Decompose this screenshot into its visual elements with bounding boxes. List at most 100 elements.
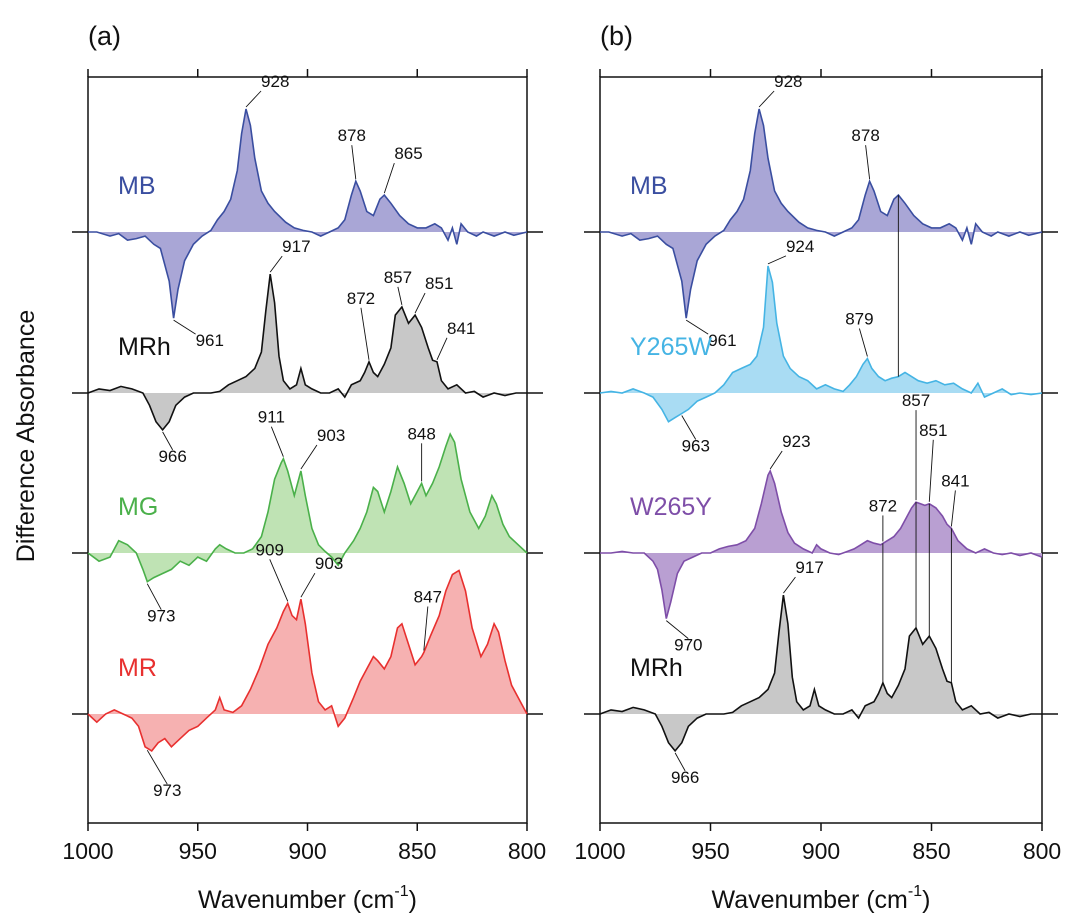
series-label: MR: [118, 654, 157, 682]
peak-label: 961: [708, 331, 736, 350]
series-fill: [88, 274, 527, 430]
peak-leader: [666, 620, 689, 639]
peak-label: 963: [682, 437, 710, 456]
series-label: Y265W: [630, 333, 712, 361]
peak-leader: [351, 145, 357, 180]
series-line: [87, 273, 527, 432]
peak-leader: [783, 576, 796, 594]
series-line: [88, 108, 528, 319]
peak-label: 928: [774, 72, 802, 91]
peak-label: 851: [919, 421, 947, 440]
x-tick-label: 900: [288, 838, 326, 864]
peak-label: 857: [384, 268, 412, 287]
panel-label: (a): [88, 21, 121, 51]
peak-leader: [269, 255, 283, 273]
series-fill: [600, 595, 1042, 751]
peak-leader: [269, 559, 289, 602]
x-tick-label: 900: [802, 838, 840, 864]
peak-leader: [300, 444, 318, 470]
series-label: W265Y: [630, 493, 712, 521]
peak-leader: [173, 319, 196, 335]
peak-leader: [245, 90, 262, 108]
peak-leader: [674, 752, 686, 772]
x-tick-label: 1000: [62, 838, 113, 864]
peak-label: 879: [845, 310, 873, 329]
panel-label: (b): [600, 21, 633, 51]
peak-label: 847: [414, 588, 442, 607]
peak-leader: [685, 319, 709, 335]
peak-label: 966: [158, 447, 186, 466]
x-tick-label: 850: [912, 838, 950, 864]
peak-leader: [865, 145, 871, 180]
peak-leader: [928, 439, 934, 502]
peak-label: 903: [317, 426, 345, 445]
peak-label: 923: [782, 432, 810, 451]
peak-label: 966: [671, 768, 699, 787]
peak-leader: [162, 431, 174, 451]
peak-label: 917: [795, 558, 823, 577]
series-line: [599, 265, 1043, 423]
peak-label: 970: [674, 636, 702, 655]
peak-leader: [858, 328, 868, 357]
peak-leader: [300, 572, 316, 598]
x-axis-title: Wavenumber (cm-1): [198, 883, 417, 914]
peak-leader: [681, 415, 697, 440]
x-tick-label: 800: [508, 838, 546, 864]
series-label: MRh: [118, 333, 171, 361]
x-tick-label: 1000: [574, 838, 625, 864]
peak-leader: [146, 749, 168, 785]
peak-leader: [950, 490, 956, 527]
series-fill: [88, 109, 527, 319]
peak-leader: [383, 162, 395, 194]
series-line: [87, 432, 528, 583]
peak-leader: [758, 90, 775, 108]
series-label: MG: [118, 493, 158, 521]
peak-label: 878: [851, 126, 879, 145]
panel-a: (a) 1000 950 900 850 800 Wavenumber (cm-1) MB 92…: [62, 21, 546, 914]
peak-leader: [436, 337, 448, 361]
series-fill: [600, 109, 1042, 319]
peak-label: 917: [282, 237, 310, 256]
peak-label: 872: [869, 496, 897, 515]
y-axis-title: Difference Absorbance: [12, 310, 40, 562]
peak-label: 909: [256, 540, 284, 559]
x-tick-label: 950: [179, 838, 217, 864]
peak-label: 973: [147, 607, 175, 626]
series-fill: [600, 471, 1042, 619]
series-line: [87, 569, 528, 752]
x-axis-title: Wavenumber (cm-1): [712, 883, 931, 914]
series-label: MB: [630, 172, 668, 200]
series-line: [600, 469, 1043, 619]
peak-label: 928: [261, 72, 289, 91]
peak-leader: [414, 292, 426, 314]
panel-b: (b) 1000 950 900 850 800 Wavenumber (cm-1) MB 92…: [574, 21, 1061, 914]
peak-label: 865: [394, 144, 422, 163]
peak-leader: [360, 307, 370, 360]
peak-label: 911: [258, 408, 285, 427]
peak-label: 924: [786, 237, 814, 256]
series-label: MB: [118, 172, 156, 200]
peak-leader: [397, 286, 403, 305]
x-tick-label: 950: [691, 838, 729, 864]
peak-leader: [423, 606, 429, 651]
x-tick-label: 800: [1023, 838, 1061, 864]
series-line: [600, 108, 1043, 319]
peak-label: 878: [338, 126, 366, 145]
x-tick-label: 850: [398, 838, 436, 864]
peak-leader: [767, 255, 787, 265]
peak-leader: [270, 426, 284, 457]
peak-label: 903: [315, 554, 343, 573]
peak-label: 851: [425, 274, 453, 293]
peak-label: 848: [407, 424, 435, 443]
peak-leader: [769, 450, 783, 470]
series-fill: [88, 570, 527, 751]
peak-label: 973: [153, 781, 181, 800]
series-label: MRh: [630, 654, 683, 682]
peak-label: 857: [902, 391, 930, 410]
peak-leader: [146, 583, 162, 610]
peak-label: 872: [347, 289, 375, 308]
peak-label: 961: [196, 331, 224, 350]
peak-label: 841: [447, 319, 475, 338]
peak-label: 841: [941, 471, 969, 490]
